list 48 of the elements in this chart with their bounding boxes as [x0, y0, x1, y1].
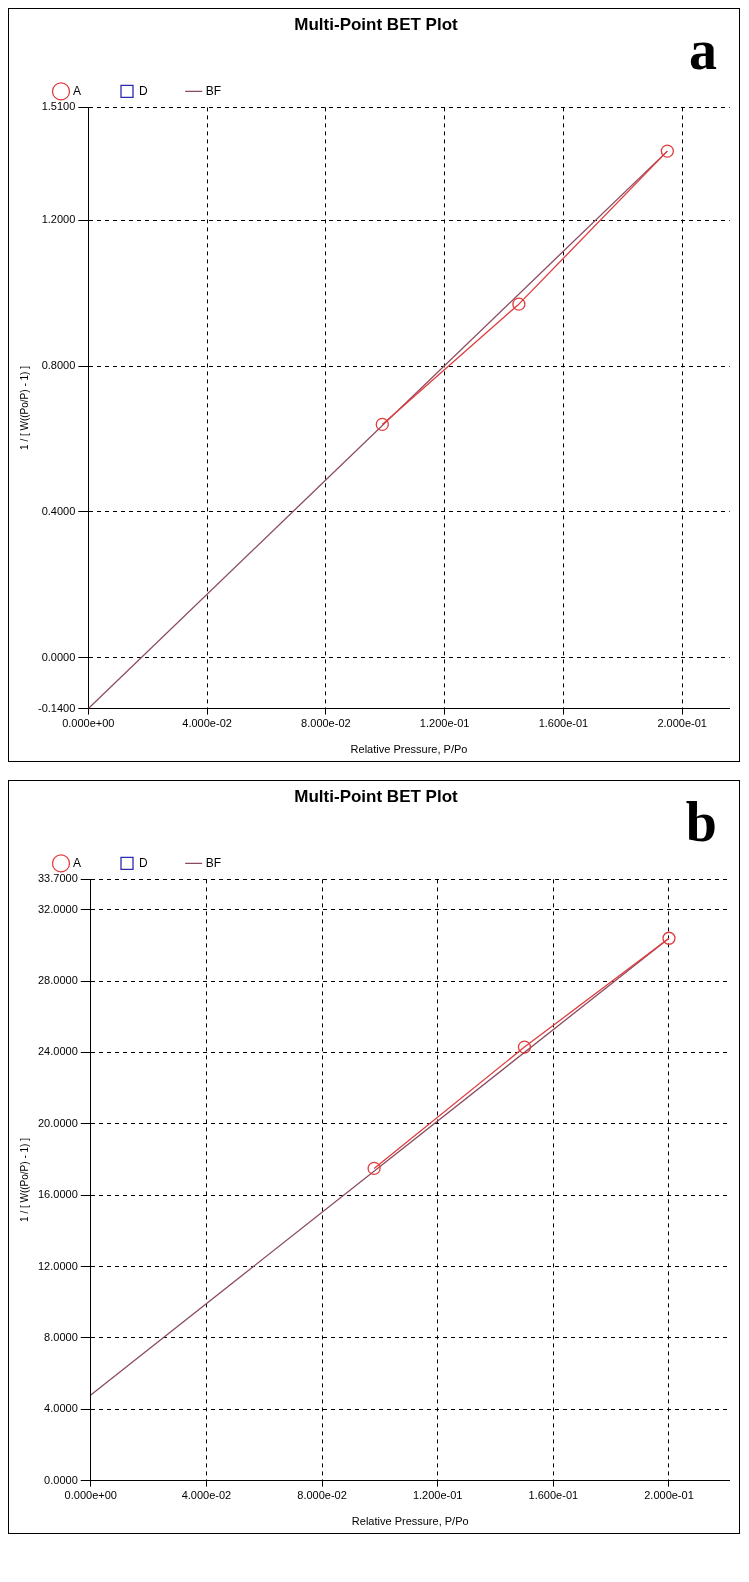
- x-tick-label: 1.200e-01: [419, 717, 470, 730]
- x-tick-label: 0.000e+00: [62, 717, 115, 730]
- y-tick-label: 1.2000: [41, 213, 76, 226]
- x-tick-label: 0.000e+00: [64, 1489, 117, 1502]
- legend-label: D: [139, 855, 148, 870]
- legend-label: A: [73, 855, 82, 870]
- y-tick-label: 8.0000: [44, 1330, 78, 1343]
- y-tick-label: 24.0000: [38, 1045, 78, 1058]
- chart-title: Multi-Point BET Plot: [294, 14, 459, 34]
- legend-label: A: [73, 83, 82, 98]
- point: [375, 417, 389, 432]
- y-tick-label: 12.0000: [38, 1259, 78, 1272]
- text: a: [689, 19, 717, 82]
- x-tick-label: 4.000e-02: [182, 717, 232, 730]
- y-tick-label: 0.8000: [41, 359, 76, 372]
- y-tick-label: 28.0000: [38, 974, 78, 987]
- y-tick-label: 33.7000: [38, 872, 78, 885]
- y-tick-label: 0.4000: [41, 504, 76, 517]
- x-axis-title: Relative Pressure, P/Po: [351, 1515, 469, 1528]
- x-axis-title: Relative Pressure, P/Po: [350, 743, 468, 756]
- legend-label: BF: [205, 855, 222, 870]
- legend-label: BF: [205, 83, 222, 98]
- point: [512, 297, 526, 311]
- y-axis-title: 1 / [ W((Po/P) - 1) ]: [18, 1137, 30, 1222]
- text: b: [685, 791, 717, 854]
- y-tick-label: 0.0000: [41, 650, 76, 663]
- x-tick-label: 2.000e-01: [644, 1489, 694, 1502]
- x-tick-label: 4.000e-02: [181, 1489, 232, 1502]
- x-tick-label: 8.000e-02: [301, 717, 351, 730]
- x-tick-label: 1.200e-01: [412, 1489, 463, 1502]
- y-tick-label: 32.0000: [38, 902, 78, 915]
- y-tick-label: 1.5100: [41, 100, 76, 113]
- chart-title: Multi-Point BET Plot: [294, 786, 459, 806]
- point: [660, 144, 674, 158]
- x-tick-label: 8.000e-02: [297, 1489, 347, 1502]
- x-tick-label: 2.000e-01: [657, 717, 707, 730]
- y-tick-label: 20.0000: [38, 1116, 78, 1129]
- y-axis-title: 1 / [ W((Po/P) - 1) ]: [18, 365, 30, 450]
- y-tick-label: -0.1400: [38, 701, 76, 714]
- point: [367, 1161, 381, 1176]
- point: [662, 931, 676, 945]
- y-tick-label: 16.0000: [38, 1188, 78, 1201]
- legend-label: D: [139, 83, 148, 98]
- x-tick-label: 1.600e-01: [528, 1489, 579, 1502]
- x-tick-label: 1.600e-01: [538, 717, 589, 730]
- y-tick-label: 0.0000: [44, 1473, 78, 1486]
- point: [517, 1040, 532, 1054]
- y-tick-label: 4.0000: [44, 1402, 78, 1415]
